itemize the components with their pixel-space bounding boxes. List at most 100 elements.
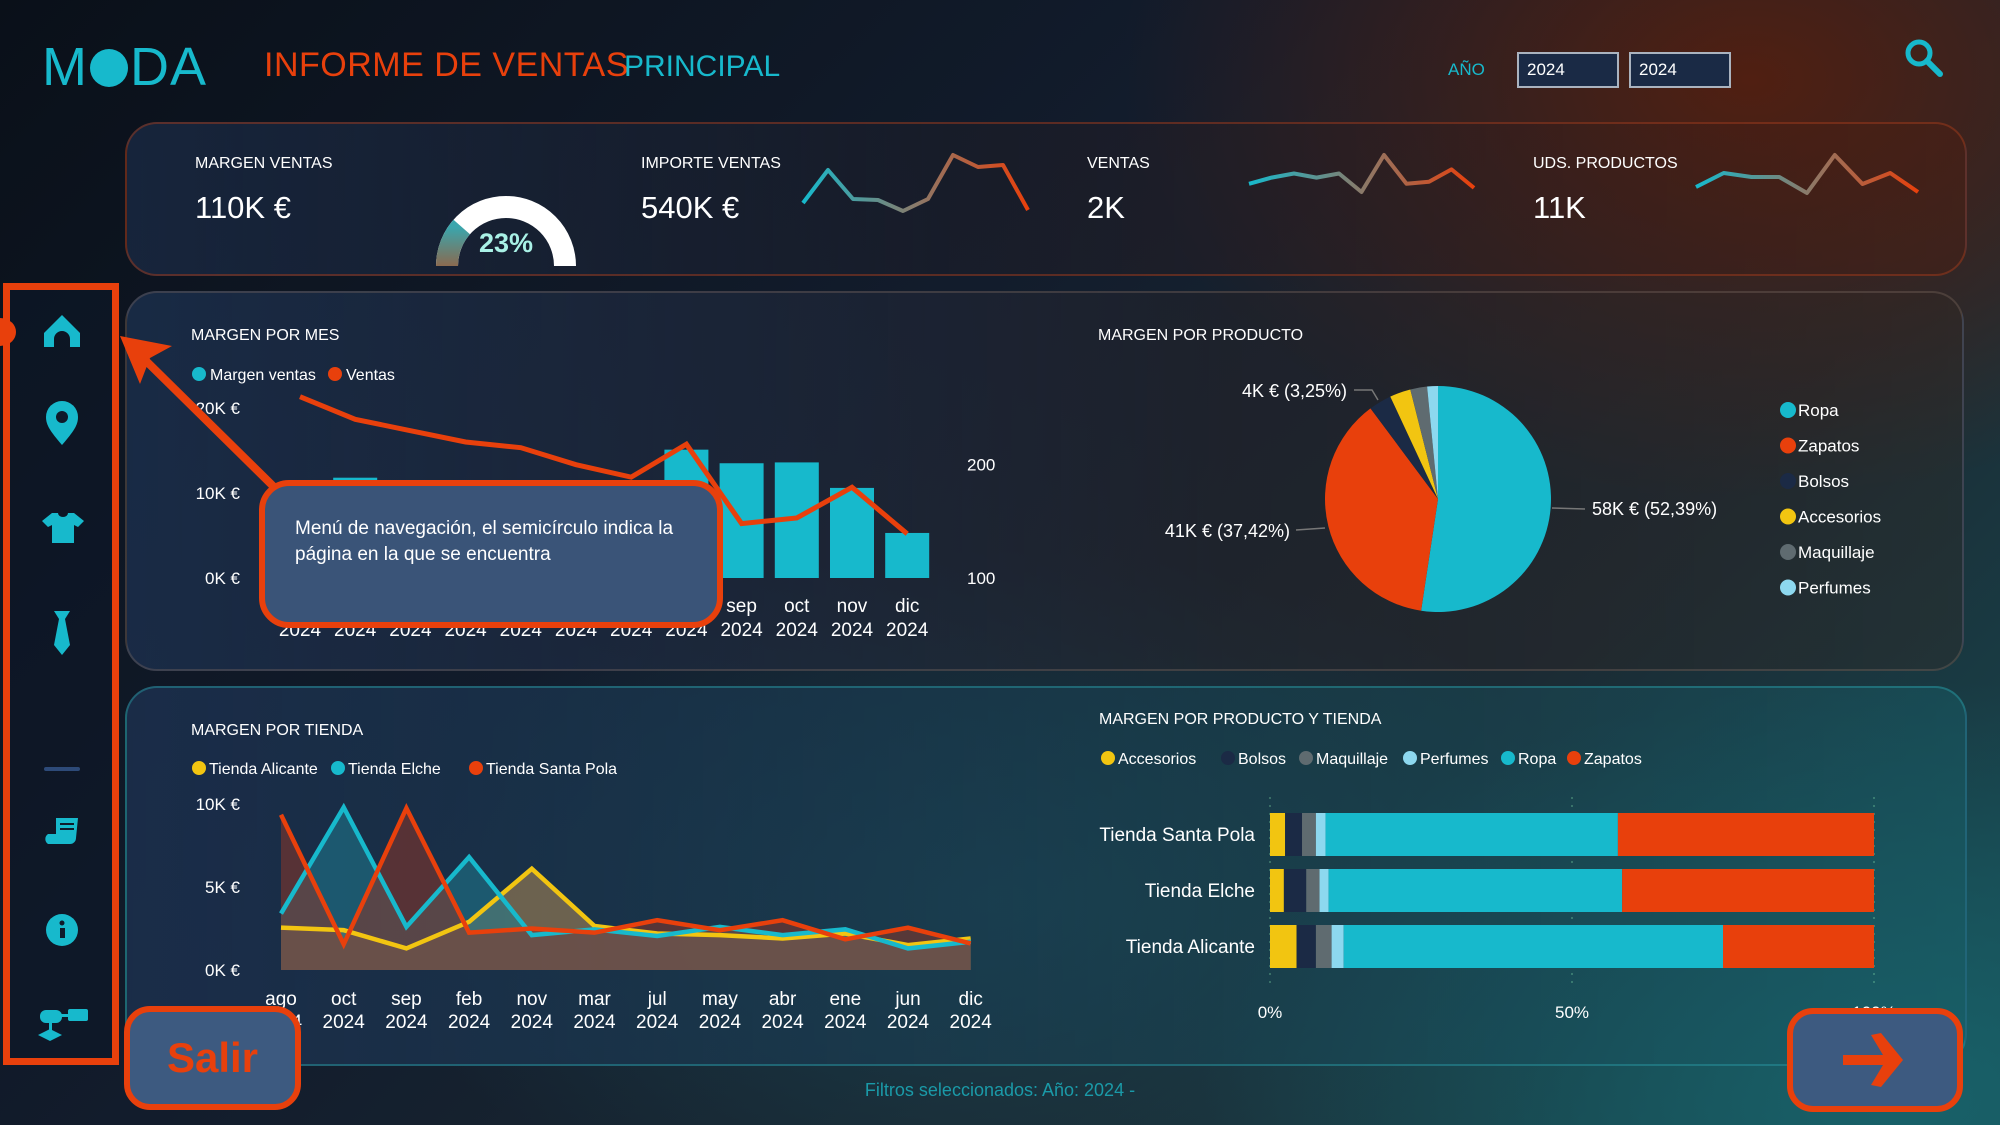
chart-title-product-store: MARGEN POR PRODUCTO Y TIENDA [1099, 711, 1382, 728]
chart-title-product: MARGEN POR PRODUCTO [1098, 327, 1304, 344]
bar-segment-ropa [1325, 813, 1618, 856]
exit-button[interactable]: Salir [124, 1006, 301, 1110]
legend-item: Maquillaje [1798, 543, 1875, 562]
legend-item: Ropa [1518, 751, 1556, 768]
home-icon[interactable] [44, 315, 80, 347]
x-tick-year: 2024 [699, 1012, 742, 1033]
x-tick-month: sep [726, 596, 757, 617]
x-tick-year: 2024 [636, 1012, 679, 1033]
bar-segment-perfumes [1319, 869, 1329, 912]
legend-dot [1221, 751, 1235, 765]
x-tick-month: nov [516, 989, 547, 1010]
kpi-value-margin: 110K € [195, 190, 291, 225]
logo-circle [89, 49, 128, 87]
legend-dot-sales [328, 367, 342, 381]
legend-item: Zapatos [1798, 437, 1859, 456]
legend-dot [1780, 402, 1796, 418]
year-to-input[interactable] [1629, 52, 1731, 88]
bar-margin [885, 532, 930, 578]
legend-item: Accesorios [1118, 751, 1196, 768]
shirt-icon[interactable] [42, 513, 84, 543]
location-pin-icon[interactable] [46, 401, 78, 445]
bar-segment-ropa [1343, 925, 1723, 968]
legend-dot [1403, 751, 1417, 765]
x-tick-month: ago [265, 989, 297, 1010]
pie-slice-accesorios [1390, 389, 1438, 499]
bar-segment-zapatos [1622, 869, 1874, 912]
legend-sales: Ventas [346, 367, 395, 384]
x-tick-month: ene [829, 989, 861, 1010]
x-tick-year: 2024 [824, 1012, 867, 1033]
legend-dot [1567, 751, 1581, 765]
row-label: Tienda Alicante [1126, 937, 1255, 958]
y2-tick: 200 [967, 456, 995, 475]
kpi-label-amount: IMPORTE VENTAS [641, 155, 781, 172]
y-tick: 5K € [205, 878, 241, 897]
report-title: INFORME DE VENTAS [264, 46, 629, 84]
flowchart-icon[interactable] [38, 1009, 88, 1041]
legend-dot [331, 761, 345, 775]
x-tick-year: 2024 [831, 620, 874, 641]
y-tick: 0K € [205, 569, 241, 588]
x-tick-year: 2024 [323, 1012, 366, 1033]
x-tick-year: 2024 [887, 1012, 930, 1033]
bar-segment-maquillaje [1315, 925, 1332, 968]
x-tick-year: 2024 [950, 1012, 993, 1033]
legend-dot [1780, 437, 1796, 454]
scroll-icon[interactable] [45, 818, 78, 844]
y2-tick: 100 [967, 569, 995, 588]
year-label: AÑO [1448, 60, 1485, 79]
data-label: 58K € (52,39%) [1592, 499, 1717, 519]
year-from-input[interactable] [1517, 52, 1619, 88]
sparkline-1 [801, 153, 1030, 213]
bar-segment-zapatos [1723, 925, 1874, 968]
x-tick-year: 2024 [511, 1012, 554, 1033]
next-page-button[interactable] [1787, 1008, 1963, 1112]
x-tick-month: nov [837, 596, 868, 617]
x-tick-year: 2024 [448, 1012, 491, 1033]
y-tick: 0K € [205, 961, 241, 980]
legend-dot [1780, 544, 1796, 560]
bar-segment-bolsos [1285, 813, 1303, 856]
pie-slice-ropa [1421, 386, 1552, 612]
gauge-fill [436, 219, 471, 267]
x-tick-month: abr [769, 989, 797, 1010]
info-icon[interactable] [46, 914, 78, 946]
legend-item: Tienda Elche [348, 761, 441, 778]
selected-filters: Filtros seleccionados: Año: 2024 - [864, 1080, 1136, 1100]
bar-segment-zapatos [1617, 813, 1874, 856]
logo: M DA [42, 36, 207, 98]
legend-margin: Margen ventas [210, 367, 316, 384]
legend-item: Accesorios [1798, 508, 1881, 527]
chart-title-month: MARGEN POR MES [191, 327, 340, 344]
leader-line [1354, 389, 1379, 401]
pie-slice-perfumes [1427, 386, 1438, 499]
arrow-right-icon [1843, 1033, 1903, 1087]
legend-item: Ropa [1798, 401, 1839, 420]
tie-icon[interactable] [54, 611, 70, 655]
legend-dot [1780, 508, 1796, 525]
pie-slice-bolsos [1370, 396, 1438, 499]
x-tick: 50% [1555, 1003, 1589, 1022]
bar-segment-maquillaje [1302, 813, 1316, 856]
legend-item: Tienda Santa Pola [486, 761, 617, 778]
legend-item: Bolsos [1798, 472, 1849, 491]
legend-dot [469, 761, 483, 775]
chart-title-store: MARGEN POR TIENDA [191, 722, 364, 739]
legend-dot [1780, 473, 1796, 489]
bar-segment-perfumes [1331, 925, 1344, 968]
line-tienda-santa-pola [278, 802, 972, 950]
x-tick-month: may [702, 989, 738, 1010]
logo-text: M [42, 37, 88, 97]
data-label: 4K € (3,25%) [1242, 381, 1347, 401]
line-tienda-elche [279, 802, 971, 951]
search-icon[interactable] [1902, 36, 1946, 80]
kpi-value-units: 11K [1533, 190, 1586, 225]
leader-line [1551, 507, 1586, 510]
bar-segment-accesorios [1270, 869, 1284, 912]
legend-item: Tienda Alicante [209, 761, 318, 778]
sparkline-3 [1695, 153, 1920, 195]
kpi-value-sales: 2K [1087, 190, 1125, 225]
x-tick-month: dic [895, 596, 919, 617]
legend-dot-margin [192, 367, 206, 381]
